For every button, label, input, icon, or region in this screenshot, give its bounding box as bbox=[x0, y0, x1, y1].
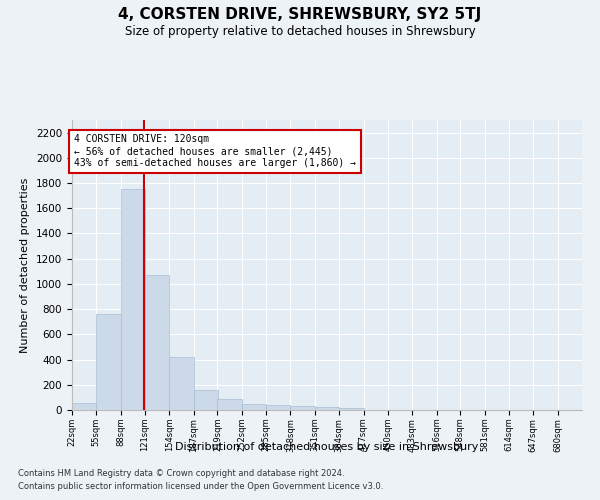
Bar bbox=[169, 357, 194, 410]
Bar bbox=[97, 314, 121, 410]
Bar bbox=[217, 400, 242, 410]
Bar bbox=[266, 405, 290, 410]
Text: 4 CORSTEN DRIVE: 120sqm
← 56% of detached houses are smaller (2,445)
43% of semi: 4 CORSTEN DRIVE: 120sqm ← 56% of detache… bbox=[74, 134, 356, 168]
Bar bbox=[339, 408, 364, 410]
Bar bbox=[72, 403, 97, 410]
Bar bbox=[315, 408, 339, 410]
Text: Distribution of detached houses by size in Shrewsbury: Distribution of detached houses by size … bbox=[175, 442, 479, 452]
Text: Size of property relative to detached houses in Shrewsbury: Size of property relative to detached ho… bbox=[125, 25, 475, 38]
Bar bbox=[242, 404, 266, 410]
Bar bbox=[290, 406, 315, 410]
Text: Contains public sector information licensed under the Open Government Licence v3: Contains public sector information licen… bbox=[18, 482, 383, 491]
Y-axis label: Number of detached properties: Number of detached properties bbox=[20, 178, 31, 352]
Bar bbox=[194, 390, 218, 410]
Bar bbox=[145, 275, 169, 410]
Text: 4, CORSTEN DRIVE, SHREWSBURY, SY2 5TJ: 4, CORSTEN DRIVE, SHREWSBURY, SY2 5TJ bbox=[118, 8, 482, 22]
Bar bbox=[121, 190, 145, 410]
Text: Contains HM Land Registry data © Crown copyright and database right 2024.: Contains HM Land Registry data © Crown c… bbox=[18, 468, 344, 477]
